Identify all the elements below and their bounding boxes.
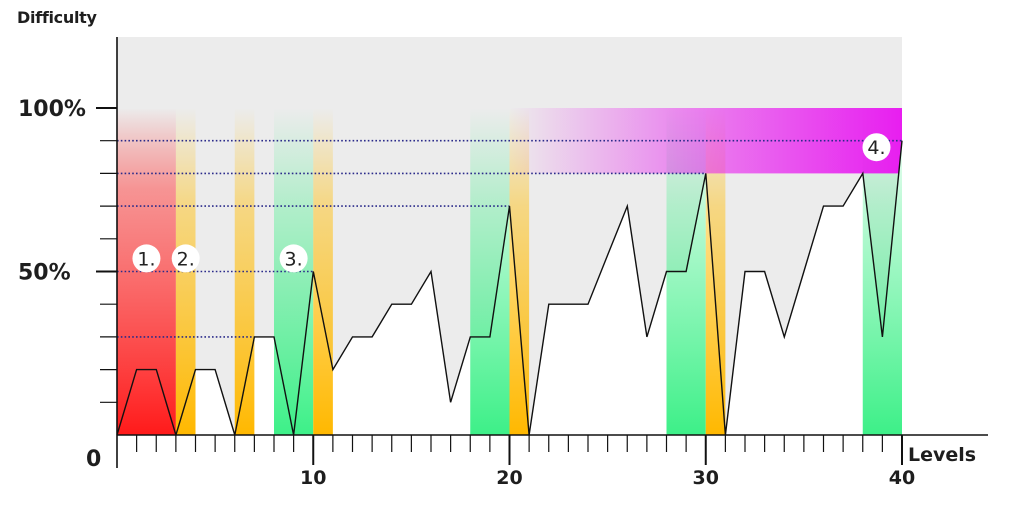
annotation-label: 2. <box>177 248 195 270</box>
annotation-label: 3. <box>285 248 303 270</box>
annotation-marker: 2. <box>171 244 200 273</box>
y-axis-title: Difficulty <box>17 8 97 27</box>
y-axis-ticks: 50% 100% <box>18 97 117 403</box>
x-tick-label: 20 <box>496 467 522 489</box>
x-tick-label: 10 <box>300 467 326 489</box>
x-axis-title: Levels <box>908 444 976 466</box>
annotation-bubble <box>279 244 308 273</box>
origin-label: 0 <box>86 447 101 472</box>
x-tick-label: 30 <box>693 467 719 489</box>
zone-yellow <box>234 108 255 435</box>
annotation-label: 1. <box>137 248 155 270</box>
annotation-marker: 1. <box>132 244 161 273</box>
annotations: 1. 2. 3. 4. <box>132 133 891 273</box>
y-tick-label: 50% <box>18 261 71 286</box>
x-tick-label: 40 <box>889 467 915 489</box>
annotation-marker: 4. <box>862 133 891 162</box>
reference-lines <box>117 139 902 338</box>
x-axis-ticks: 10 20 30 40 <box>136 435 915 489</box>
annotation-marker: 3. <box>279 244 308 273</box>
difficulty-line <box>116 140 903 438</box>
annotation-bubble <box>132 244 161 273</box>
annotation-label: 4. <box>867 137 885 159</box>
annotation-bubble <box>862 133 891 162</box>
annotation-bubble <box>171 244 200 273</box>
y-tick-label: 100% <box>18 97 86 122</box>
